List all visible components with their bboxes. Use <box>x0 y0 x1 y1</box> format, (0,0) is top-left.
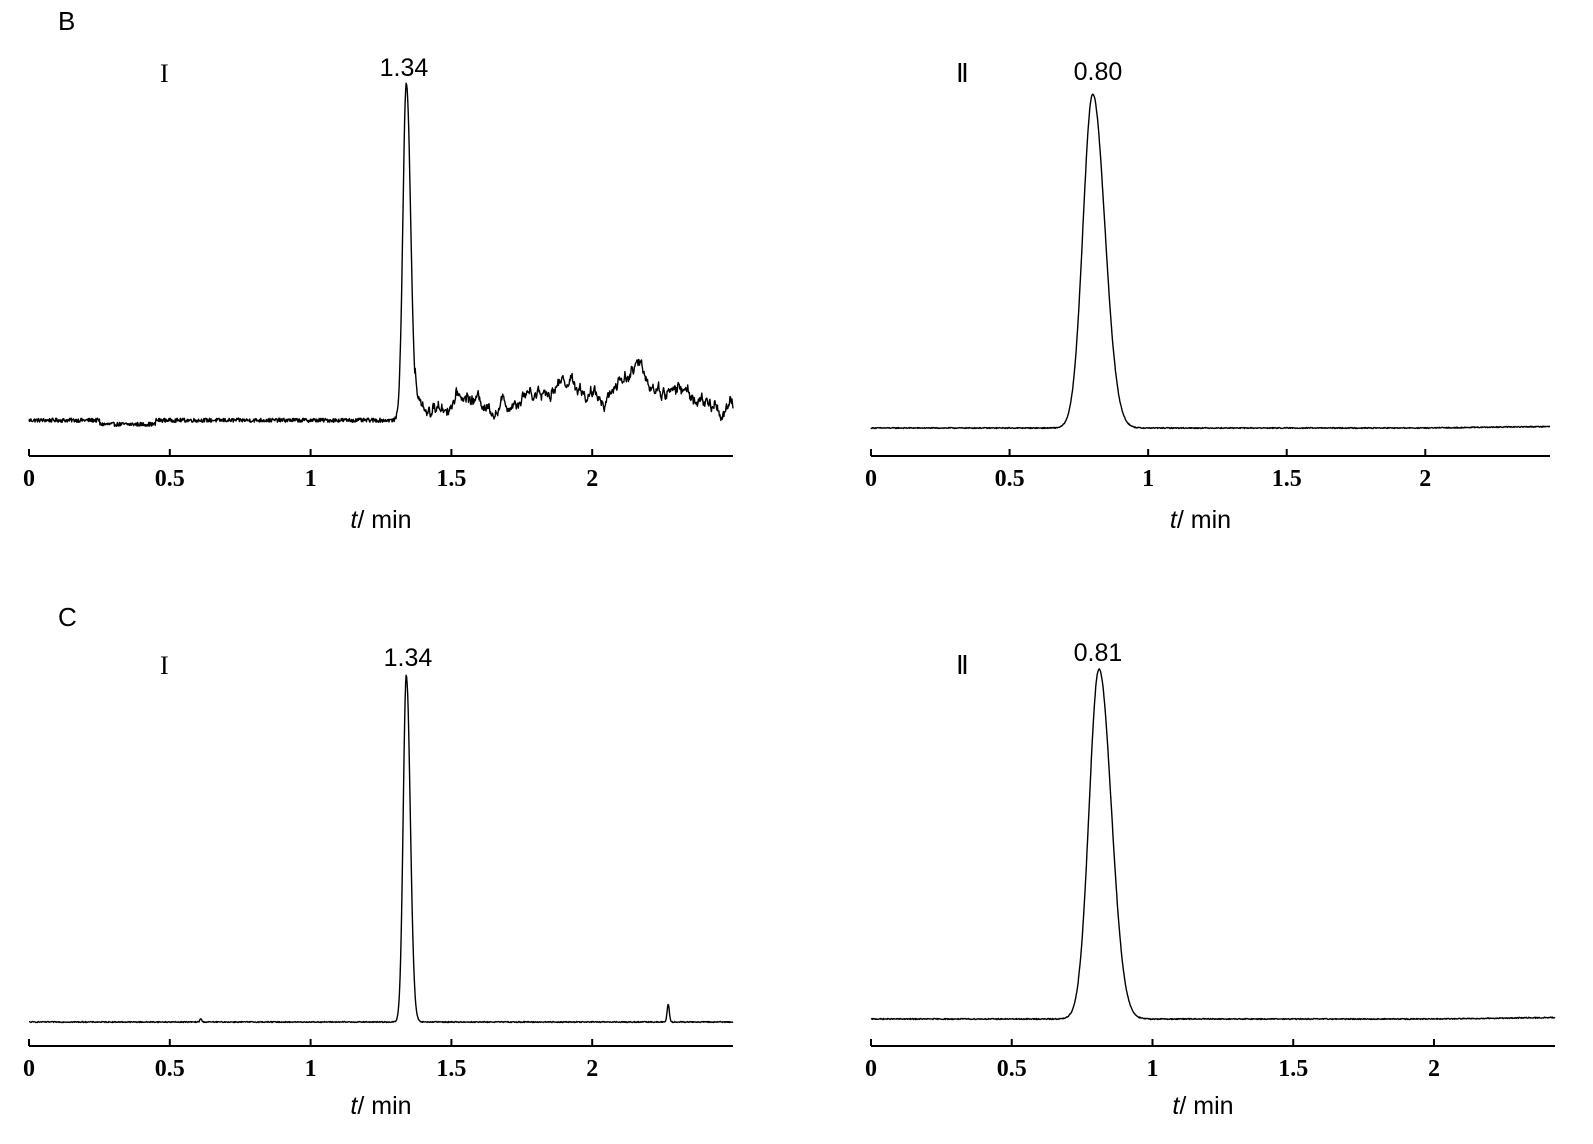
trace-label: I <box>160 59 169 88</box>
series-line <box>28 82 734 427</box>
chart-panel-b-trace-2: Ⅱ 0.80 0 0.5 1 1.5 2 t/ min <box>865 58 1551 534</box>
x-tick-label: 1 <box>1142 466 1154 492</box>
trace-label: Ⅱ <box>956 59 969 88</box>
trace-label: Ⅱ <box>956 651 969 680</box>
peak-label: 1.34 <box>380 54 429 82</box>
peak-label: 1.34 <box>384 644 433 672</box>
x-axis-variable: t <box>1170 506 1178 534</box>
panel-letter: B <box>58 6 75 36</box>
x-tick-label: 0 <box>865 466 877 492</box>
x-axis-unit: / min <box>357 1092 411 1120</box>
x-axis-unit: / min <box>357 506 411 534</box>
series-line <box>28 674 734 1024</box>
x-axis-title: t/ min <box>1170 506 1231 534</box>
x-ticks: 0 0.5 1 1.5 2 <box>23 1039 598 1082</box>
x-axis-title: t/ min <box>350 1092 411 1120</box>
x-tick-label: 0 <box>865 1056 877 1082</box>
x-tick-label: 1 <box>1146 1056 1158 1082</box>
x-tick-label: 2 <box>586 1056 598 1082</box>
x-tick-label: 1 <box>305 1056 317 1082</box>
x-tick-label: 0 <box>23 1056 35 1082</box>
x-tick-label: 1.5 <box>1278 1056 1308 1082</box>
chart-panel-c-trace-1: C I 1.34 0 0.5 1 1.5 2 t/ min <box>23 602 734 1120</box>
x-axis-unit: / min <box>1177 506 1231 534</box>
x-axis-variable: t <box>350 1092 358 1120</box>
x-axis-variable: t <box>1172 1092 1180 1120</box>
chart-panel-c-trace-2: Ⅱ 0.81 0 0.5 1 1.5 2 t/ min <box>865 639 1556 1120</box>
trace-label: I <box>160 651 169 680</box>
x-tick-label: 0.5 <box>995 466 1025 492</box>
series-line <box>870 668 1556 1021</box>
chart-panel-b-trace-1: B I 1.34 0 0.5 1 1.5 2 t/ min <box>23 6 734 534</box>
series-line <box>870 93 1551 430</box>
x-ticks: 0 0.5 1 1.5 2 <box>865 449 1431 492</box>
x-axis-variable: t <box>350 506 358 534</box>
x-ticks: 0 0.5 1 1.5 2 <box>23 449 598 492</box>
peak-label: 0.80 <box>1074 58 1123 86</box>
x-tick-label: 0.5 <box>155 466 185 492</box>
x-tick-label: 2 <box>1428 1056 1440 1082</box>
x-axis-title: t/ min <box>350 506 411 534</box>
x-axis-unit: / min <box>1179 1092 1233 1120</box>
x-tick-label: 1.5 <box>436 466 466 492</box>
x-tick-label: 2 <box>586 466 598 492</box>
panel-letter: C <box>58 602 77 632</box>
x-ticks: 0 0.5 1 1.5 2 <box>865 1039 1440 1082</box>
x-tick-label: 0 <box>23 466 35 492</box>
x-axis-title: t/ min <box>1172 1092 1233 1120</box>
x-tick-label: 1.5 <box>1272 466 1302 492</box>
x-tick-label: 1 <box>305 466 317 492</box>
x-tick-label: 0.5 <box>155 1056 185 1082</box>
x-tick-label: 2 <box>1419 466 1431 492</box>
x-tick-label: 1.5 <box>436 1056 466 1082</box>
x-tick-label: 0.5 <box>997 1056 1027 1082</box>
peak-label: 0.81 <box>1074 639 1123 667</box>
